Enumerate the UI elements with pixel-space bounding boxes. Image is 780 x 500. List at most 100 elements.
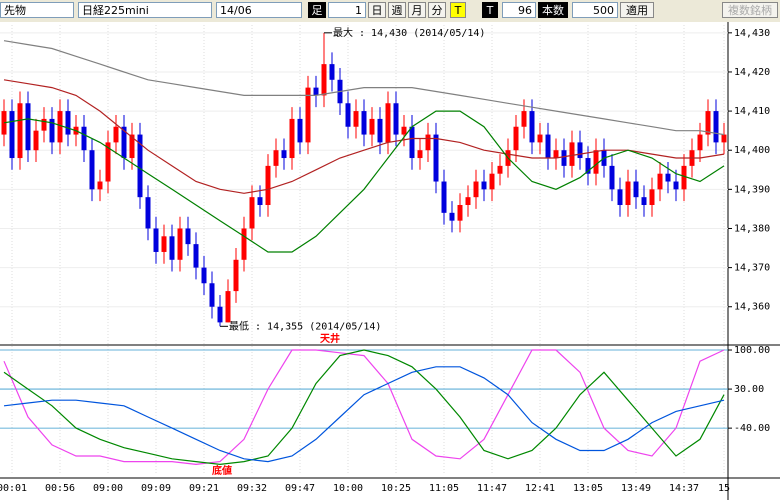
candle-body: [65, 111, 71, 135]
candle-body: [25, 103, 31, 151]
candle-body: [145, 197, 151, 229]
y-tick-label: 14,370: [734, 263, 770, 274]
y-tick-label: 14,390: [734, 184, 770, 195]
candle-body: [713, 111, 719, 143]
apply-button[interactable]: 適用: [620, 2, 654, 18]
candle-body: [41, 118, 47, 131]
candle-body: [121, 126, 127, 159]
candle-body: [321, 64, 327, 96]
bar-label: 足: [308, 2, 326, 18]
candle-body: [449, 212, 455, 221]
candle-body: [457, 205, 463, 221]
candle-body: [529, 111, 535, 143]
candle-body: [161, 236, 167, 252]
t-button[interactable]: T: [450, 2, 466, 18]
multi-symbol-button[interactable]: 複数銘柄: [722, 2, 778, 18]
candle-body: [481, 181, 487, 190]
candle-body: [361, 111, 367, 135]
candle-body: [1, 111, 7, 135]
candle-body: [441, 181, 447, 213]
y-tick-label: 14,380: [734, 223, 770, 234]
y-tick-label: 14,400: [734, 145, 770, 156]
x-tick-label: 00:01: [0, 483, 27, 494]
candle-body: [569, 142, 575, 166]
candle-body: [49, 118, 55, 143]
bars-input[interactable]: 500: [572, 2, 618, 18]
candle-body: [265, 165, 271, 205]
candle-body: [465, 197, 471, 205]
bar-size-input[interactable]: 1: [328, 2, 366, 18]
x-tick-label: 13:05: [573, 483, 603, 494]
toolbar: 先物 日経225mini 14/06 足 1 日 週 月 分 T T 96 本数…: [0, 0, 780, 22]
annotation: 最大 : 14,430 (2014/05/14): [333, 26, 485, 39]
x-tick-label: 09:32: [237, 483, 267, 494]
candle-body: [369, 118, 375, 135]
candle-body: [169, 236, 175, 260]
candle-body: [521, 111, 527, 127]
candle-body: [201, 267, 207, 284]
candle-body: [673, 181, 679, 190]
y-tick-label: 100.00: [734, 345, 770, 356]
candle-body: [409, 126, 415, 159]
period-button[interactable]: 月: [408, 2, 426, 18]
candle-body: [513, 126, 519, 151]
x-tick-label: 15: [718, 483, 730, 494]
y-tick-label: 14,430: [734, 28, 770, 39]
x-tick-label: 10:25: [381, 483, 411, 494]
candle-body: [81, 126, 87, 151]
series-line: [3, 349, 725, 466]
x-tick-label: 09:09: [141, 483, 171, 494]
x-tick-label: 14:37: [669, 483, 699, 494]
candle-body: [545, 134, 551, 159]
candle-body: [57, 111, 63, 143]
contract-select[interactable]: 14/06: [216, 2, 302, 18]
candle-body: [425, 134, 431, 151]
annotation: 最低 : 14,355 (2014/05/14): [229, 319, 381, 332]
candle-body: [377, 118, 383, 143]
candle-body: [473, 181, 479, 198]
candle-body: [217, 306, 223, 323]
candle-body: [577, 142, 583, 159]
x-tick-label: 12:41: [525, 483, 555, 494]
candle-body: [665, 173, 671, 182]
x-tick-label: 13:49: [621, 483, 651, 494]
candle-body: [593, 150, 599, 174]
candle-body: [129, 134, 135, 159]
y-tick-label: 14,420: [734, 67, 770, 78]
candle-body: [553, 150, 559, 159]
candle-body: [657, 173, 663, 190]
candle-body: [273, 150, 279, 166]
x-tick-label: 00:56: [45, 483, 75, 494]
candle-body: [649, 189, 655, 205]
series-line: [3, 79, 725, 194]
candle-body: [249, 197, 255, 229]
candle-body: [537, 134, 543, 143]
candle-body: [625, 181, 631, 205]
candle-body: [561, 150, 567, 166]
series-line: [3, 349, 725, 466]
market-select[interactable]: 先物: [0, 2, 74, 18]
x-tick-label: 10:00: [333, 483, 363, 494]
symbol-select[interactable]: 日経225mini: [78, 2, 212, 18]
candle-body: [721, 134, 727, 143]
candle-body: [9, 111, 15, 159]
annotation: 底値: [212, 464, 232, 477]
candle-body: [257, 197, 263, 205]
candle-body: [489, 173, 495, 190]
x-tick-label: 09:00: [93, 483, 123, 494]
candle-body: [225, 291, 231, 323]
y-tick-label: 14,410: [734, 106, 770, 117]
period-button[interactable]: 週: [388, 2, 406, 18]
annotation: 天井: [320, 332, 340, 345]
period-button[interactable]: 日: [368, 2, 386, 18]
period-button[interactable]: 分: [428, 2, 446, 18]
candle-body: [137, 134, 143, 198]
x-tick-label: 09:21: [189, 483, 219, 494]
y-tick-label: 14,360: [734, 302, 770, 313]
count-input[interactable]: 96: [502, 2, 536, 18]
candle-body: [329, 64, 335, 80]
series-line: [3, 110, 725, 253]
candle-body: [313, 87, 319, 96]
candle-body: [289, 118, 295, 159]
candle-body: [281, 150, 287, 159]
